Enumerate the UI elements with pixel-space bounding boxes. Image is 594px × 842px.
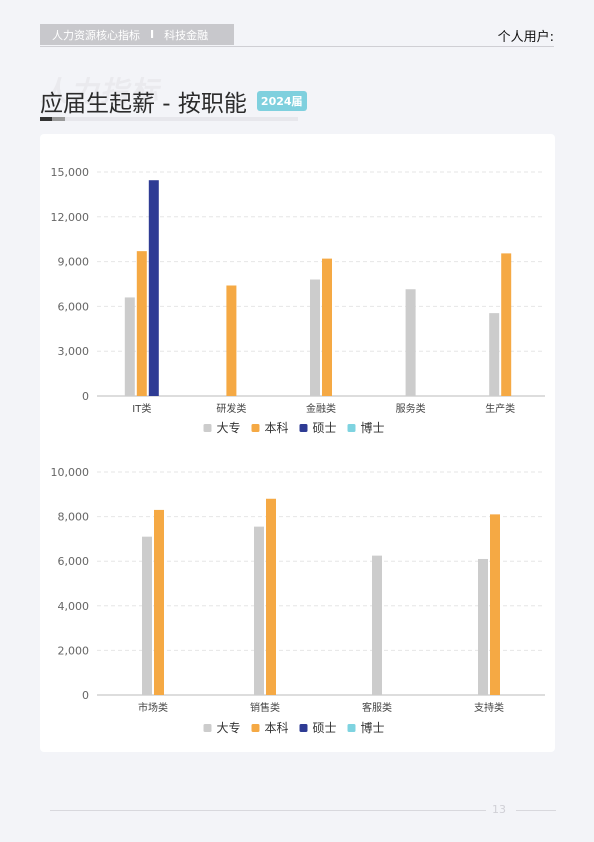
x-tick-label: IT类 bbox=[132, 402, 151, 415]
user-label[interactable]: 个人用户: bbox=[497, 30, 554, 45]
footer-line-left bbox=[50, 810, 486, 811]
y-tick-label: 3,000 bbox=[58, 345, 90, 358]
legend-label: 大专 bbox=[217, 720, 241, 735]
y-tick-label: 0 bbox=[82, 390, 89, 403]
section-tag-separator: I bbox=[150, 28, 155, 41]
y-tick-label: 9,000 bbox=[58, 256, 90, 269]
year-badge: 2024届 bbox=[256, 91, 307, 111]
title-underline-dark bbox=[40, 117, 52, 121]
legend-label: 大专 bbox=[217, 420, 241, 435]
legend-label: 硕士 bbox=[313, 721, 337, 735]
y-tick-label: 12,000 bbox=[51, 211, 90, 224]
legend-label: 博士 bbox=[361, 720, 385, 735]
x-tick-label: 生产类 bbox=[485, 402, 515, 415]
bar bbox=[372, 555, 382, 695]
section-tag-right: 科技金融 bbox=[164, 28, 209, 42]
legend-swatch bbox=[347, 724, 356, 732]
bar bbox=[266, 498, 276, 695]
bar bbox=[136, 251, 147, 396]
bar bbox=[226, 285, 237, 396]
legend-swatch bbox=[299, 424, 308, 432]
y-tick-label: 8,000 bbox=[58, 511, 90, 524]
x-tick-label: 客服类 bbox=[362, 701, 392, 714]
legend-swatch bbox=[299, 724, 308, 732]
y-tick-label: 10,000 bbox=[51, 466, 90, 479]
bar bbox=[124, 297, 135, 396]
legend-swatch bbox=[347, 424, 356, 432]
page-title: 应届生起薪 - 按职能 bbox=[40, 91, 247, 117]
x-tick-label: 研发类 bbox=[216, 402, 246, 415]
y-tick-label: 2,000 bbox=[58, 644, 90, 657]
bar bbox=[310, 279, 320, 396]
y-tick-label: 4,000 bbox=[58, 600, 90, 613]
title-underline bbox=[40, 117, 298, 121]
legend-label: 本科 bbox=[265, 421, 289, 435]
legend-swatch bbox=[203, 424, 212, 432]
y-tick-label: 6,000 bbox=[58, 300, 90, 313]
legend-swatch bbox=[251, 724, 260, 732]
x-tick-label: 销售类 bbox=[250, 701, 280, 714]
bar bbox=[154, 509, 164, 695]
bar bbox=[142, 536, 152, 695]
legend-label: 本科 bbox=[265, 721, 289, 735]
bar bbox=[405, 289, 416, 396]
top-bar: 人力资源核心指标 I 科技金融 个人用户: bbox=[40, 24, 554, 47]
legend-label: 博士 bbox=[361, 420, 385, 435]
legend-swatch bbox=[251, 424, 260, 432]
chart-card: 0 3,000 6,000 9,000 12,000 15,000 IT类 研发类 金融类 服务类… bbox=[40, 134, 555, 752]
y-tick-label: 6,000 bbox=[58, 555, 90, 568]
section-tag-left: 人力资源核心指标 bbox=[52, 28, 140, 42]
x-tick-label: 支持类 bbox=[474, 701, 504, 714]
y-tick-label: 0 bbox=[82, 689, 89, 702]
bar bbox=[489, 313, 500, 396]
salary-charts: 0 3,000 6,000 9,000 12,000 15,000 IT类 研发类 金融类 服务类… bbox=[51, 166, 545, 735]
legend-swatch bbox=[203, 724, 212, 732]
section-tag: 人力资源核心指标 I 科技金融 bbox=[40, 24, 234, 45]
bar bbox=[501, 253, 512, 396]
x-tick-label: 服务类 bbox=[396, 402, 426, 415]
footer-line-right bbox=[516, 810, 556, 811]
bar bbox=[322, 258, 332, 396]
bar bbox=[478, 558, 488, 695]
title-underline-mid bbox=[52, 117, 65, 121]
x-tick-label: 市场类 bbox=[138, 701, 168, 714]
y-tick-label: 15,000 bbox=[51, 166, 90, 179]
bar bbox=[254, 526, 264, 695]
watermark: 人力指标 bbox=[40, 75, 161, 108]
x-tick-label: 金融类 bbox=[306, 402, 336, 415]
bar bbox=[490, 514, 500, 695]
page-number: 13 bbox=[492, 803, 506, 816]
legend-label: 硕士 bbox=[313, 421, 337, 435]
page-title-row: 应届生起薪 - 按职能 2024届 bbox=[40, 84, 307, 118]
bar bbox=[148, 180, 159, 396]
